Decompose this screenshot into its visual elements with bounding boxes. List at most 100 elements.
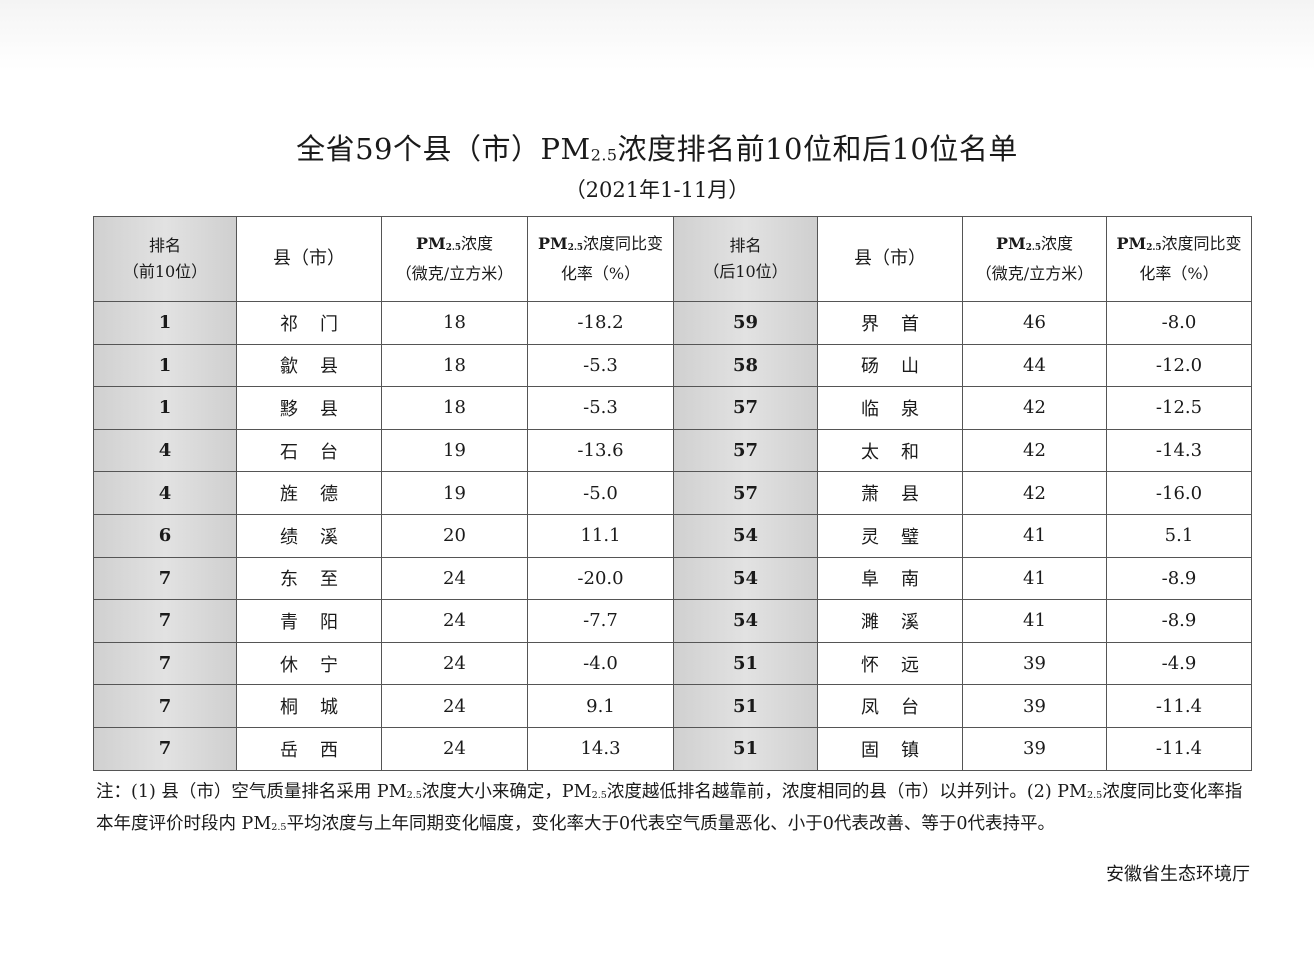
pm-change-top-cell: -18.2 bbox=[527, 301, 674, 345]
header-pm-change-2: PM2.5浓度同比变 化率（%） bbox=[1106, 216, 1252, 302]
rank-top-cell: 7 bbox=[93, 684, 237, 728]
rank-bottom-cell: 58 bbox=[673, 343, 818, 388]
county-bottom-cell: 凤台 bbox=[817, 684, 963, 728]
rank-top-cell: 7 bbox=[93, 556, 237, 601]
rank-top-cell: 7 bbox=[93, 641, 237, 686]
county-bottom-cell: 怀远 bbox=[817, 641, 963, 686]
pm-conc-bottom-cell: 44 bbox=[962, 343, 1107, 388]
county-top-cell: 祁门 bbox=[236, 301, 382, 345]
pm-change-top-cell: 14.3 bbox=[527, 726, 674, 771]
title-subscript: 2.5 bbox=[590, 145, 618, 165]
footnote: 注：(1) 县（市）空气质量排名采用 PM2.5浓度大小来确定，PM2.5浓度越… bbox=[96, 782, 1243, 834]
rank-bottom-cell: 57 bbox=[673, 471, 818, 515]
header-rank-bottom: 排名 （后10位） bbox=[673, 216, 818, 302]
pm-change-bottom-cell: -12.0 bbox=[1106, 343, 1252, 388]
pm-change-top-cell: 11.1 bbox=[527, 513, 674, 558]
county-bottom-cell: 萧县 bbox=[817, 471, 963, 515]
rank-top-cell: 7 bbox=[93, 726, 237, 771]
pm-conc-top-cell: 24 bbox=[381, 556, 528, 601]
pm-change-top-cell: -4.0 bbox=[527, 641, 674, 686]
county-top-cell: 休宁 bbox=[236, 641, 382, 686]
pm-change-top-cell: -13.6 bbox=[527, 428, 674, 473]
header-pm-conc-2: PM2.5浓度 （微克/立方米） bbox=[962, 216, 1107, 302]
pm-conc-bottom-cell: 41 bbox=[962, 599, 1107, 643]
scan-shade bbox=[0, 0, 1314, 70]
pm-conc-top-cell: 18 bbox=[381, 386, 528, 430]
title-text-end: 浓度排名前10位和后10位名单 bbox=[617, 132, 1018, 166]
county-bottom-cell: 固镇 bbox=[817, 726, 963, 771]
county-top-cell: 青阳 bbox=[236, 599, 382, 643]
rank-bottom-cell: 54 bbox=[673, 513, 818, 558]
pm-change-bottom-cell: -8.9 bbox=[1106, 556, 1252, 601]
rank-bottom-cell: 51 bbox=[673, 641, 818, 686]
table-row: 7 休宁 24 -4.0 51 怀远 39 -4.9 bbox=[93, 641, 1252, 686]
county-top-cell: 东至 bbox=[236, 556, 382, 601]
county-bottom-cell: 阜南 bbox=[817, 556, 963, 601]
rank-bottom-cell: 59 bbox=[673, 301, 818, 345]
rank-top-cell: 1 bbox=[93, 301, 237, 345]
pm-conc-top-cell: 24 bbox=[381, 641, 528, 686]
county-bottom-cell: 砀山 bbox=[817, 343, 963, 388]
table-row: 7 青阳 24 -7.7 54 濉溪 41 -8.9 bbox=[93, 599, 1252, 643]
page-title: 全省59个县（市）PM2.5浓度排名前10位和后10位名单 bbox=[0, 126, 1314, 168]
pm-change-bottom-cell: -4.9 bbox=[1106, 641, 1252, 686]
pm-change-bottom-cell: -11.4 bbox=[1106, 726, 1252, 771]
rank-bottom-cell: 57 bbox=[673, 428, 818, 473]
table-row: 4 石台 19 -13.6 57 太和 42 -14.3 bbox=[93, 428, 1252, 473]
pm-conc-bottom-cell: 39 bbox=[962, 684, 1107, 728]
table-row: 7 岳西 24 14.3 51 固镇 39 -11.4 bbox=[93, 726, 1252, 771]
pm-change-top-cell: -20.0 bbox=[527, 556, 674, 601]
header-rank-top: 排名 （前10位） bbox=[93, 216, 237, 302]
header-pm-conc: PM2.5浓度 （微克/立方米） bbox=[381, 216, 528, 302]
rank-bottom-cell: 54 bbox=[673, 599, 818, 643]
pm-conc-top-cell: 24 bbox=[381, 599, 528, 643]
county-bottom-cell: 灵璧 bbox=[817, 513, 963, 558]
header-county-2: 县（市） bbox=[817, 216, 963, 302]
rank-bottom-cell: 51 bbox=[673, 684, 818, 728]
rank-bottom-cell: 57 bbox=[673, 386, 818, 430]
table-row: 1 黟县 18 -5.3 57 临泉 42 -12.5 bbox=[93, 386, 1252, 430]
pm-change-bottom-cell: -14.3 bbox=[1106, 428, 1252, 473]
pm-conc-bottom-cell: 41 bbox=[962, 513, 1107, 558]
pm-change-top-cell: -7.7 bbox=[527, 599, 674, 643]
pm-change-top-cell: -5.3 bbox=[527, 386, 674, 430]
header-row: 排名 （前10位） 县（市） PM2.5浓度 （微克/立方米） PM2.5浓度同比变… bbox=[93, 216, 1252, 302]
table-row: 6 绩溪 20 11.1 54 灵璧 41 5.1 bbox=[93, 513, 1252, 558]
county-top-cell: 旌德 bbox=[236, 471, 382, 515]
table-row: 4 旌德 19 -5.0 57 萧县 42 -16.0 bbox=[93, 471, 1252, 515]
pm-conc-bottom-cell: 42 bbox=[962, 386, 1107, 430]
pm-conc-bottom-cell: 46 bbox=[962, 301, 1107, 345]
county-top-cell: 黟县 bbox=[236, 386, 382, 430]
county-top-cell: 石台 bbox=[236, 428, 382, 473]
rank-top-cell: 7 bbox=[93, 599, 237, 643]
county-bottom-cell: 临泉 bbox=[817, 386, 963, 430]
pm-change-bottom-cell: -8.9 bbox=[1106, 599, 1252, 643]
pm-conc-bottom-cell: 42 bbox=[962, 471, 1107, 515]
issuing-organization: 安徽省生态环境厅 bbox=[1106, 864, 1250, 885]
pm-conc-top-cell: 19 bbox=[381, 428, 528, 473]
rank-bottom-cell: 54 bbox=[673, 556, 818, 601]
pm-conc-top-cell: 19 bbox=[381, 471, 528, 515]
table-row: 7 桐城 24 9.1 51 凤台 39 -11.4 bbox=[93, 684, 1252, 728]
county-bottom-cell: 太和 bbox=[817, 428, 963, 473]
rank-top-cell: 1 bbox=[93, 343, 237, 388]
table-row: 1 祁门 18 -18.2 59 界首 46 -8.0 bbox=[93, 301, 1252, 345]
header-county: 县（市） bbox=[236, 216, 382, 302]
rank-bottom-cell: 51 bbox=[673, 726, 818, 771]
pm-change-bottom-cell: -12.5 bbox=[1106, 386, 1252, 430]
table-row: 7 东至 24 -20.0 54 阜南 41 -8.9 bbox=[93, 556, 1252, 601]
county-top-cell: 桐城 bbox=[236, 684, 382, 728]
county-bottom-cell: 界首 bbox=[817, 301, 963, 345]
title-text: 全省59个县（市）PM bbox=[296, 132, 591, 166]
rank-top-cell: 6 bbox=[93, 513, 237, 558]
rank-top-cell: 4 bbox=[93, 471, 237, 515]
pm-change-bottom-cell: -8.0 bbox=[1106, 301, 1252, 345]
pm-conc-top-cell: 24 bbox=[381, 684, 528, 728]
pm-conc-top-cell: 24 bbox=[381, 726, 528, 771]
pm-change-bottom-cell: -11.4 bbox=[1106, 684, 1252, 728]
pm-change-bottom-cell: -16.0 bbox=[1106, 471, 1252, 515]
pm-change-top-cell: -5.0 bbox=[527, 471, 674, 515]
county-bottom-cell: 濉溪 bbox=[817, 599, 963, 643]
pm-change-bottom-cell: 5.1 bbox=[1106, 513, 1252, 558]
pm-conc-top-cell: 18 bbox=[381, 301, 528, 345]
